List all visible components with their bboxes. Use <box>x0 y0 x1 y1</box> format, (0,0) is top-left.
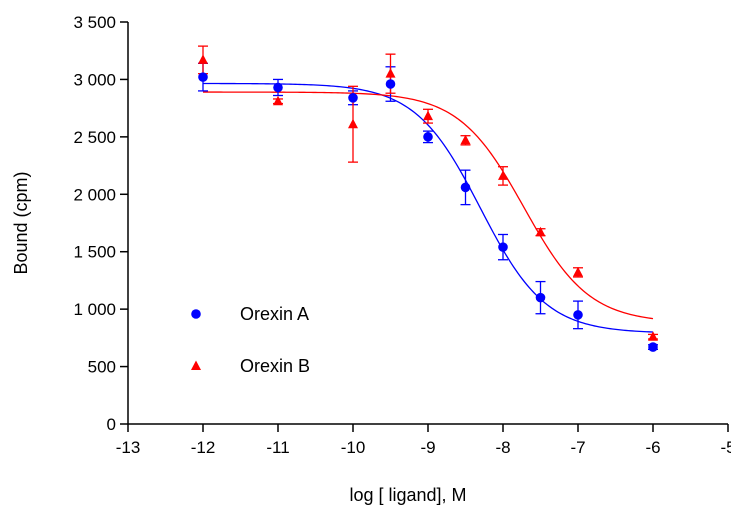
x-tick-label: -5 <box>720 438 731 457</box>
data-point-triangle <box>198 54 208 64</box>
data-point-triangle <box>348 118 358 129</box>
data-point-circle <box>573 310 583 320</box>
legend-marker-circle <box>191 309 201 319</box>
y-axis-title: Bound (cpm) <box>11 171 31 274</box>
data-markers <box>198 54 658 352</box>
y-tick-label: 500 <box>88 358 116 377</box>
y-tick-label: 0 <box>107 415 116 434</box>
y-tick-label: 2 500 <box>73 128 116 147</box>
data-point-triangle <box>460 134 471 145</box>
data-point-triangle <box>498 170 508 180</box>
data-point-triangle <box>648 331 658 341</box>
y-tick-label: 3 000 <box>73 70 116 89</box>
fit-curve-series-1 <box>202 91 654 320</box>
data-point-triangle <box>273 95 283 106</box>
x-tick-label: -9 <box>420 438 435 457</box>
x-tick-label: -11 <box>266 438 289 457</box>
legend-label: Orexin B <box>240 356 310 376</box>
y-tick-label: 1 500 <box>73 243 116 262</box>
legend: Orexin A Orexin B <box>191 304 310 376</box>
x-tick-label: -6 <box>645 438 660 457</box>
data-point-circle <box>535 292 546 303</box>
data-point-circle <box>348 93 358 103</box>
data-point-circle <box>273 82 283 93</box>
data-point-circle <box>648 342 658 352</box>
data-point-circle <box>498 242 508 252</box>
x-tick-label: -10 <box>341 438 366 457</box>
data-point-circle <box>423 132 433 142</box>
data-point-triangle <box>535 226 546 237</box>
y-tick-label: 3 500 <box>73 13 116 32</box>
y-axis: 0 500 1 000 1 500 2 000 2 500 3 000 3 500 <box>73 13 129 434</box>
y-tick-label: 1 000 <box>73 300 116 319</box>
legend-marker-triangle <box>191 360 201 370</box>
x-tick-label: -12 <box>191 438 216 457</box>
x-tick-label: -13 <box>116 438 141 457</box>
x-tick-label: -8 <box>495 438 510 457</box>
x-axis: -13 -12 -11 -10 -9 -8 -7 -6 -5 <box>116 423 731 457</box>
data-point-circle <box>385 79 396 89</box>
data-point-circle <box>198 72 208 82</box>
x-axis-title: log [ ligand], M <box>349 485 466 505</box>
data-point-triangle <box>385 68 396 78</box>
x-tick-label: -7 <box>570 438 585 457</box>
legend-label: Orexin A <box>240 304 309 324</box>
data-point-triangle <box>423 110 433 121</box>
y-tick-label: 2 000 <box>73 185 116 204</box>
data-point-triangle <box>573 266 583 277</box>
data-point-circle <box>460 182 471 193</box>
